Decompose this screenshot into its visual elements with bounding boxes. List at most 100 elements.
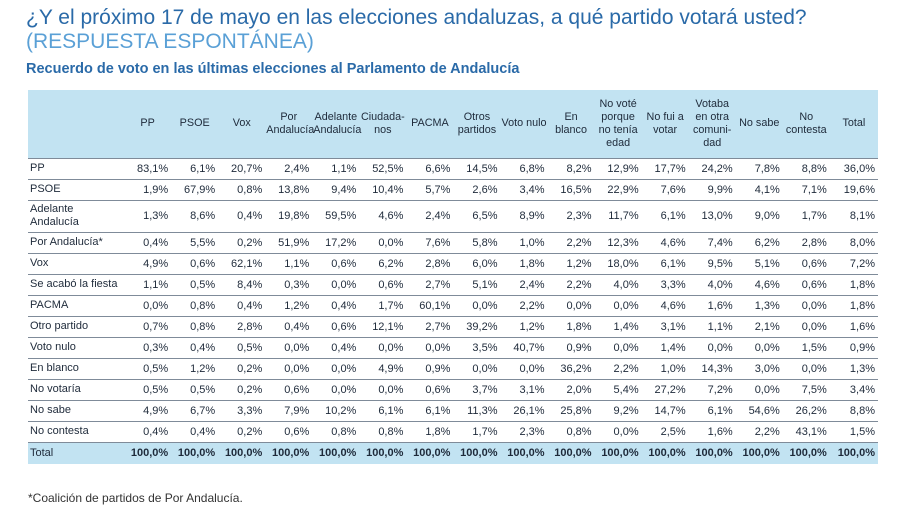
table-cell: 8,4%	[218, 274, 266, 296]
table-cell: 0,0%	[594, 421, 642, 443]
table-cell: 0,6%	[265, 421, 313, 443]
table-cell: 8,8%	[782, 157, 830, 180]
table-cell: 1,8%	[829, 295, 878, 317]
table-cell: 4,9%	[124, 400, 172, 422]
table-cell: 6,7%	[171, 400, 219, 422]
table-cell: 0,6%	[265, 379, 313, 401]
table-cell: 0,3%	[124, 337, 172, 359]
table-cell: 1,1%	[265, 253, 313, 275]
table-cell: 2,4%	[265, 157, 313, 180]
table-cell: 12,9%	[594, 157, 642, 180]
table-cell: 1,3%	[124, 200, 172, 233]
title-question: ¿Y el próximo 17 de mayo en las eleccion…	[26, 6, 807, 29]
table-cell: 1,2%	[547, 253, 595, 275]
table-cell: 1,0%	[500, 232, 548, 254]
table-row: Otro partido 0,7% 0,8% 2,8% 0,4% 0,6% 12,1% 2,7…	[28, 316, 878, 338]
column-header: Votaba en otra comuni-dad	[688, 90, 736, 158]
column-header: Voto nulo	[500, 90, 548, 158]
column-header: Adelante Andalucía	[312, 90, 361, 158]
column-header: No fui a votar	[641, 90, 689, 158]
row-label: No sabe	[28, 400, 125, 422]
table-cell: 3,5%	[453, 337, 501, 359]
table-cell: 0,4%	[171, 421, 219, 443]
table-cell: 9,4%	[312, 179, 360, 201]
table-cell: 3,0%	[735, 358, 783, 380]
table-cell: 0,8%	[547, 421, 595, 443]
table-cell: 5,8%	[453, 232, 501, 254]
table-cell: 100,0%	[359, 442, 407, 464]
table-cell: 0,4%	[312, 337, 360, 359]
table-cell: 16,5%	[547, 179, 595, 201]
table-cell: 2,4%	[500, 274, 548, 296]
table-cell: 18,0%	[594, 253, 642, 275]
table-row: Se acabó la fiesta 1,1% 0,5% 8,4% 0,3% 0,0% 0,…	[28, 274, 878, 296]
table-cell: 7,8%	[735, 157, 783, 180]
table-cell: 6,1%	[641, 200, 689, 233]
table-cell: 11,3%	[453, 400, 501, 422]
column-header: PP	[124, 90, 172, 158]
table-cell: 10,4%	[359, 179, 407, 201]
table-cell: 8,1%	[829, 200, 878, 233]
column-header: No voté porque no tenía edad	[594, 90, 642, 158]
table-cell: 100,0%	[312, 442, 360, 464]
table-cell: 52,5%	[359, 157, 407, 180]
table-subtitle: Recuerdo de voto en las últimas eleccion…	[26, 61, 520, 77]
table-cell: 0,0%	[312, 274, 360, 296]
table-cell: 13,0%	[688, 200, 736, 233]
table-cell: 0,5%	[171, 274, 219, 296]
table-cell: 3,4%	[829, 379, 878, 401]
table-cell: 3,7%	[453, 379, 501, 401]
table-cell: 5,4%	[594, 379, 642, 401]
table-cell: 8,6%	[171, 200, 219, 233]
table-cell: 2,8%	[782, 232, 830, 254]
table-cell: 0,4%	[265, 316, 313, 338]
table-cell: 0,6%	[406, 379, 454, 401]
page-title: ¿Y el próximo 17 de mayo en las eleccion…	[26, 6, 886, 54]
column-header: PACMA	[406, 90, 454, 158]
table-row: En blanco 0,5% 1,2% 0,2% 0,0% 0,0% 4,9% 0,9% 0,0…	[28, 358, 878, 380]
table-cell: 19,8%	[265, 200, 313, 233]
table-cell: 0,0%	[359, 232, 407, 254]
table-cell: 2,7%	[406, 274, 454, 296]
table-cell: 100,0%	[453, 442, 501, 464]
table-cell: 1,7%	[782, 200, 830, 233]
table-cell: 6,0%	[453, 253, 501, 275]
table-cell: 0,0%	[500, 358, 548, 380]
table-cell: 17,7%	[641, 157, 689, 180]
table-cell: 26,1%	[500, 400, 548, 422]
table-cell: 1,3%	[829, 358, 878, 380]
table-row: No contesta 0,4% 0,4% 0,2% 0,6% 0,8% 0,8% 1,8% 1…	[28, 421, 878, 443]
column-header: Vox	[218, 90, 266, 158]
table-cell: 0,6%	[782, 274, 830, 296]
table-cell: 6,1%	[359, 400, 407, 422]
column-header: En blanco	[547, 90, 595, 158]
table-cell: 0,4%	[218, 200, 266, 233]
table-cell: 4,6%	[735, 274, 783, 296]
table-cell: 2,2%	[735, 421, 783, 443]
column-header: PSOE	[171, 90, 219, 158]
table-cell: 0,0%	[359, 337, 407, 359]
table-cell: 1,6%	[688, 295, 736, 317]
row-label: Vox	[28, 253, 125, 275]
table-cell: 0,4%	[124, 421, 172, 443]
table-cell: 0,0%	[265, 358, 313, 380]
table-cell: 0,2%	[218, 379, 266, 401]
table-cell: 100,0%	[171, 442, 219, 464]
table-cell: 0,0%	[547, 295, 595, 317]
table-cell: 17,2%	[312, 232, 360, 254]
table-cell: 4,6%	[641, 295, 689, 317]
footnote: *Coalición de partidos de Por Andalucía.	[28, 491, 243, 505]
table-cell: 36,0%	[829, 157, 878, 180]
column-header: Por Andalucía	[265, 90, 314, 158]
table-cell: 2,6%	[453, 179, 501, 201]
table-cell: 6,1%	[641, 253, 689, 275]
column-header: Otros partidos	[453, 90, 501, 158]
table-cell: 4,0%	[594, 274, 642, 296]
table-cell: 13,8%	[265, 179, 313, 201]
row-label: Otro partido	[28, 316, 125, 338]
table-cell: 0,9%	[406, 358, 454, 380]
table-row: Vox 4,9% 0,6% 62,1% 1,1% 0,6% 6,2% 2,8% 6,0% 1,8%…	[28, 253, 878, 275]
row-label: Por Andalucía*	[28, 232, 125, 254]
table-cell: 0,5%	[171, 379, 219, 401]
table-cell: 54,6%	[735, 400, 783, 422]
